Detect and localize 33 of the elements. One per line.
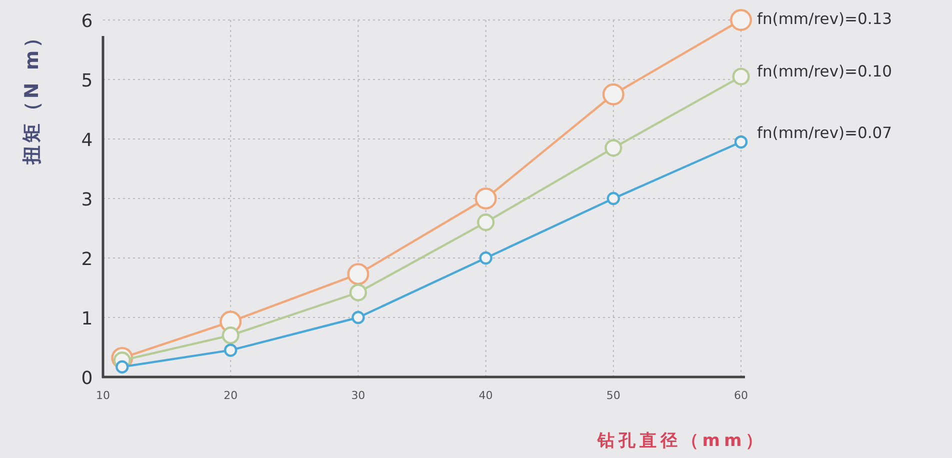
x-tick-label: 60 (734, 389, 748, 402)
point (730, 9, 752, 31)
series-label: fn(mm/rev)=0.13 (757, 10, 892, 28)
x-tick-label: 40 (478, 389, 493, 402)
y-tick-label: 6 (81, 11, 93, 32)
x-tick-label: 30 (351, 389, 366, 402)
point (349, 284, 367, 302)
point (474, 188, 497, 210)
point (602, 83, 624, 106)
series-label: fn(mm/rev)=0.10 (757, 62, 892, 81)
point (479, 251, 492, 265)
point (347, 263, 370, 286)
point (477, 214, 495, 232)
y-axis-title: 扭矩（N m） (21, 25, 43, 166)
point (604, 139, 622, 157)
y-tick-label: 2 (81, 249, 93, 270)
point (352, 310, 365, 324)
x-tick-label: 20 (224, 389, 238, 402)
point (222, 326, 240, 344)
point (732, 68, 750, 86)
y-tick-label: 3 (81, 190, 93, 210)
point (734, 135, 748, 149)
x-tick-label: 10 (96, 389, 110, 402)
series-label: fn(mm/rev)=0.07 (757, 124, 892, 142)
x-tick-label: 50 (606, 389, 620, 402)
y-tick-label: 0 (81, 368, 93, 389)
x-axis-title: 钻孔直径（mm） (596, 431, 767, 451)
y-tick-label: 5 (81, 70, 93, 92)
point (116, 360, 129, 374)
y-tick-label: 1 (81, 308, 93, 330)
y-tick-label: 4 (81, 130, 93, 151)
point (224, 344, 238, 357)
point (606, 192, 620, 206)
